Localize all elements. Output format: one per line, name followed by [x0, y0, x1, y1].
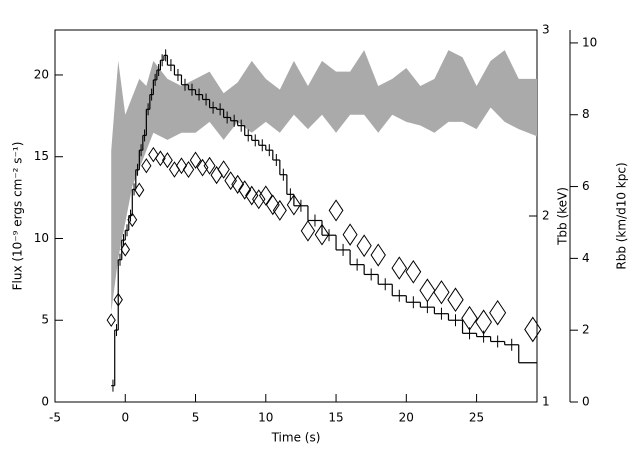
temperature-point	[475, 309, 493, 335]
y3-tick-label: 6	[582, 179, 590, 193]
temperature-point	[217, 160, 230, 179]
radius-band	[111, 50, 538, 313]
temperature-point	[314, 223, 330, 246]
temperature-point	[189, 151, 202, 169]
y-tick-label: 0	[41, 395, 49, 409]
temperature-point	[120, 242, 131, 257]
temperature-point	[461, 305, 478, 331]
temperature-point	[141, 158, 152, 174]
y3-tick-label: 2	[582, 323, 590, 337]
x-tick-label: 0	[121, 411, 129, 425]
temperature-point	[356, 234, 372, 258]
temperature-point	[286, 194, 301, 216]
temperature-point	[328, 199, 344, 222]
temperature-point	[224, 171, 237, 191]
temperature-point	[148, 146, 159, 163]
temperature-point	[258, 185, 273, 206]
y-axis-label: Flux (10⁻⁹ ergs cm⁻² s⁻¹)	[11, 142, 25, 291]
temperature-point	[196, 158, 209, 177]
temperature-point	[245, 185, 259, 206]
temperature-point	[113, 292, 123, 307]
temperature-point	[524, 316, 542, 343]
x-tick-label: 5	[192, 411, 200, 425]
y3-axis-label: Rbb (km/d10 kpc)	[615, 162, 629, 269]
temperature-point	[342, 223, 358, 246]
temperature-point	[182, 160, 195, 179]
y2-axis-label: Tbb (keV)	[556, 187, 570, 246]
temperature-point	[433, 280, 450, 305]
x-tick-label: 20	[399, 411, 414, 425]
temperature-point	[231, 174, 245, 194]
x-axis-label: Time (s)	[271, 431, 321, 445]
y2-tick-label: 2	[542, 209, 550, 223]
x-tick-label: -5	[49, 411, 61, 425]
temperature-point	[405, 259, 422, 284]
temperature-point	[162, 152, 173, 169]
temperature-point	[134, 182, 145, 198]
temperature-point	[489, 299, 507, 326]
temperature-point	[265, 194, 280, 216]
temperature-point	[106, 313, 116, 328]
y3-tick-label: 4	[582, 251, 590, 265]
y-tick-label: 10	[34, 231, 49, 245]
y-tick-label: 15	[34, 149, 49, 163]
x-tick-label: 15	[328, 411, 343, 425]
y-tick-label: 20	[34, 67, 49, 81]
y-tick-label: 5	[41, 313, 49, 327]
temperature-point	[419, 278, 436, 303]
temperature-point	[300, 220, 316, 242]
temperature-point	[127, 212, 138, 228]
temperature-point	[203, 156, 216, 175]
x-tick-label: 10	[258, 411, 273, 425]
temperature-point	[252, 189, 266, 210]
temperature-point	[272, 199, 287, 221]
temperature-point	[391, 256, 408, 280]
y2-tick-label: 1	[542, 395, 550, 409]
y2-tick-label: 3	[542, 23, 550, 37]
temperature-point	[175, 157, 188, 175]
temperature-point	[370, 243, 386, 267]
y3-tick-label: 8	[582, 107, 590, 121]
y3-tick-label: 10	[582, 35, 597, 49]
x-tick-label: 25	[469, 411, 484, 425]
temperature-point	[447, 287, 464, 313]
temperature-point	[238, 180, 252, 200]
y3-tick-label: 0	[582, 395, 590, 409]
temperature-point	[155, 150, 166, 167]
